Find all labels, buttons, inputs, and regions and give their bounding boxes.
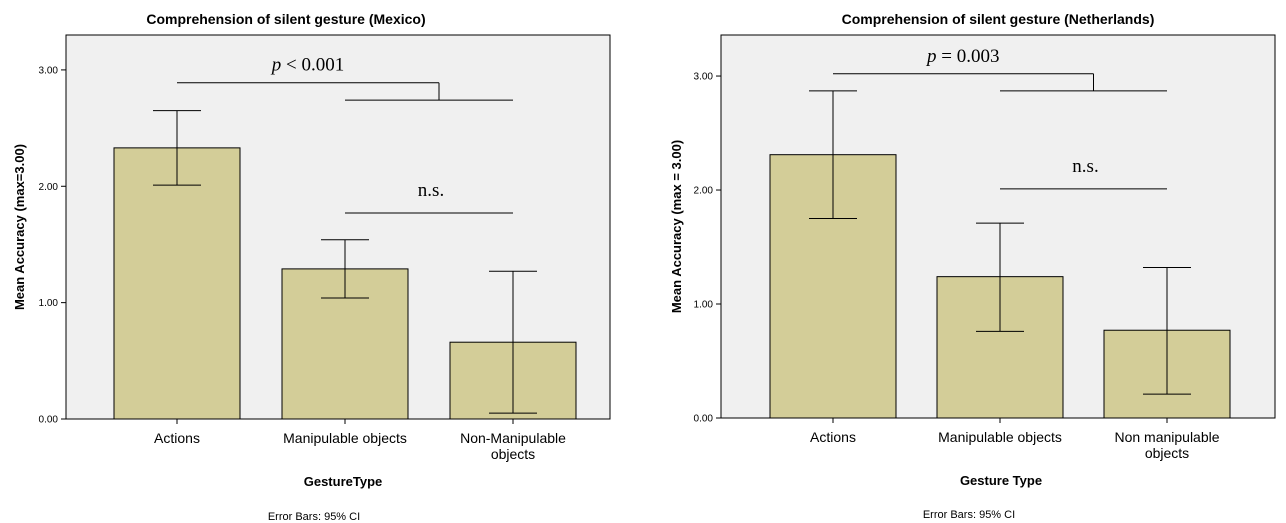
y-tick-label: 0.00	[39, 415, 59, 426]
y-axis-label: Mean Accuracy (max = 3.00)	[669, 140, 684, 313]
y-tick-label: 2.00	[694, 186, 714, 197]
y-tick-label: 1.00	[694, 300, 714, 311]
chart-title: Comprehension of silent gesture (Mexico)	[146, 11, 425, 27]
x-tick-label: Non-Manipulable	[460, 430, 566, 446]
ns-label: n.s.	[1072, 156, 1098, 177]
significance-label: p = 0.003	[925, 46, 999, 67]
error-bars-note: Error Bars: 95% CI	[923, 509, 1015, 521]
y-tick-label: 3.00	[694, 72, 714, 83]
ns-label: n.s.	[418, 180, 444, 201]
y-tick-label: 1.00	[39, 298, 59, 309]
y-tick-label: 0.00	[694, 414, 714, 425]
y-tick-label: 3.00	[39, 65, 59, 76]
x-tick-label: objects	[491, 446, 535, 462]
x-tick-label: Manipulable objects	[283, 430, 407, 446]
significance-label: p < 0.001	[270, 55, 344, 76]
x-axis-label: Gesture Type	[960, 473, 1042, 488]
chart-mexico: Comprehension of silent gesture (Mexico)…	[12, 11, 611, 523]
chart-netherlands: Comprehension of silent gesture (Netherl…	[669, 11, 1276, 521]
chart-title: Comprehension of silent gesture (Netherl…	[842, 11, 1155, 27]
y-axis-label: Mean Accuracy (max=3.00)	[12, 144, 27, 310]
x-tick-label: Actions	[154, 430, 200, 446]
x-tick-label: objects	[1145, 445, 1189, 461]
y-tick-label: 2.00	[39, 182, 59, 193]
x-tick-label: Non manipulable	[1114, 429, 1219, 445]
bar	[113, 147, 241, 420]
x-tick-label: Actions	[810, 429, 856, 445]
error-bars-note: Error Bars: 95% CI	[268, 511, 360, 523]
x-axis-label: GestureType	[304, 474, 383, 489]
x-tick-label: Manipulable objects	[938, 429, 1062, 445]
